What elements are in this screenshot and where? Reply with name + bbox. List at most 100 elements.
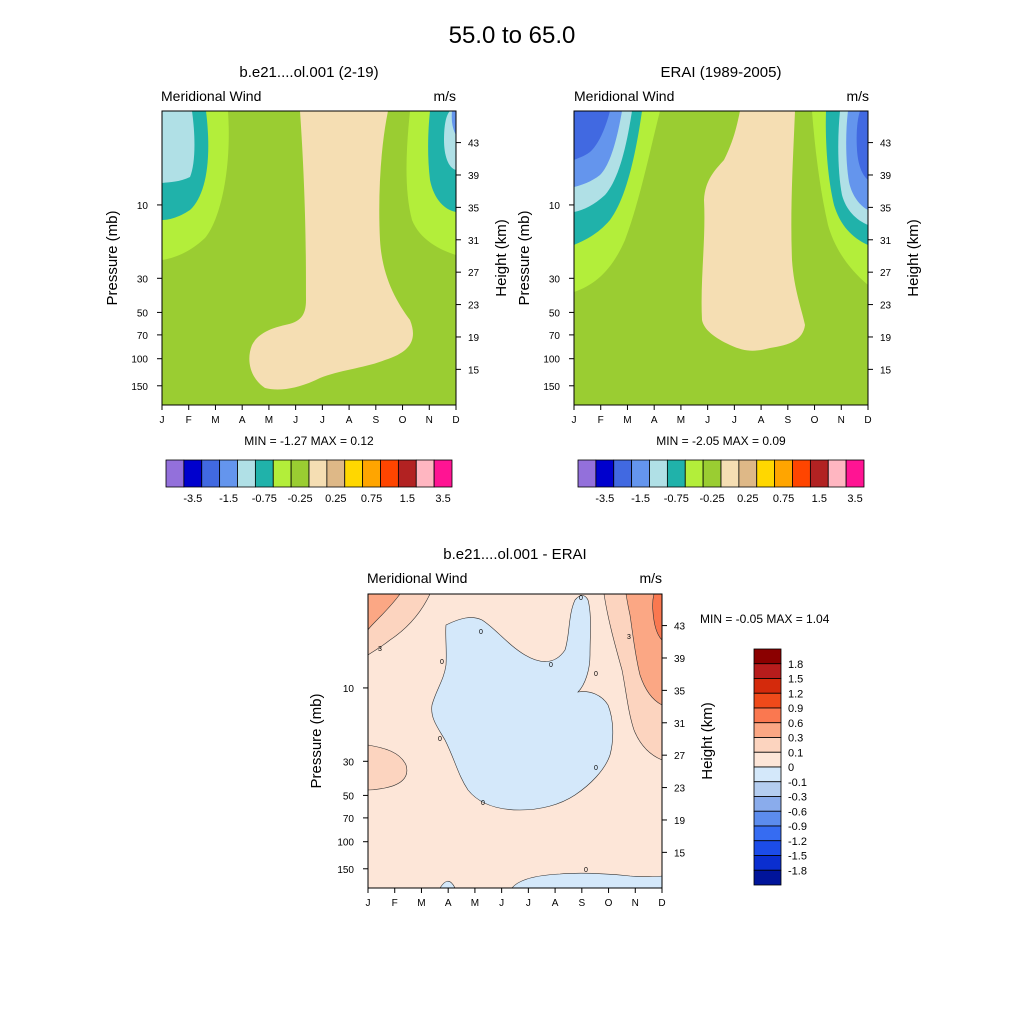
colorbar-swatch — [183, 459, 203, 488]
contour-fill-level-4 — [162, 111, 195, 183]
contour-fill-level-8 — [249, 111, 413, 390]
pressure-tick-label: 150 — [543, 382, 560, 393]
contour-fill-level-6 — [367, 744, 408, 791]
colorbar-label: 0.25 — [737, 493, 758, 505]
colorbar-label: 3.5 — [435, 493, 450, 505]
pressure-tick-label: 10 — [549, 201, 561, 212]
plot-frame — [573, 110, 869, 406]
height-tick-label: 35 — [880, 203, 892, 214]
pressure-tick-label: 70 — [549, 331, 561, 342]
colorbar-swatch — [827, 459, 847, 488]
colorbar-swatch — [753, 737, 782, 753]
colorbar-swatch — [577, 459, 597, 488]
y-axes: 10 30 50 70 100 150 43 39 35 31 27 23 19 15 — [131, 139, 479, 393]
variable-label: Meridional Wind — [367, 570, 467, 586]
min-max-label: MIN = -1.27 MAX = 0.12 — [244, 434, 374, 448]
y-axis-right-title: Height (km) — [493, 219, 510, 297]
variable-label: Meridional Wind — [574, 88, 674, 104]
colorbar-label: 0.1 — [788, 747, 803, 759]
contour-fill-level-5 — [625, 593, 663, 706]
pressure-tick-label: 100 — [337, 838, 354, 849]
x-tick-label: N — [838, 415, 845, 426]
colorbar-swatch — [774, 459, 793, 488]
height-tick-label: 31 — [674, 719, 686, 730]
colorbar-swatch — [809, 459, 829, 488]
colorbar-label: 0.75 — [361, 493, 382, 505]
x-tick-label: M — [265, 415, 273, 426]
contour-plot — [573, 110, 869, 406]
panel-diff: b.e21....ol.001 - ERAI Meridional Wind m… — [308, 546, 830, 909]
x-tick-label: J — [705, 415, 710, 426]
y-axis-title: Pressure (mb) — [104, 210, 121, 305]
height-tick-label: 15 — [468, 365, 480, 376]
x-tick-label: A — [651, 415, 658, 426]
colorbar-label: 1.5 — [788, 674, 803, 686]
colorbar-swatch — [201, 459, 221, 488]
x-tick-label: J — [366, 898, 371, 909]
panel-title: b.e21....ol.001 - ERAI — [443, 546, 586, 563]
y-axis-right-title: Height (km) — [905, 219, 922, 297]
height-tick-label: 27 — [880, 268, 892, 279]
pressure-tick-label: 70 — [137, 331, 149, 342]
contour-labels: 0 0 0 0 0 0 0 0 0 3 3 — [378, 595, 631, 874]
colorbar-swatch — [308, 459, 328, 488]
colorbar-swatch — [433, 459, 453, 488]
pressure-tick-label: 50 — [549, 308, 561, 319]
colorbar-label: 0.25 — [325, 493, 346, 505]
x-tick-label: S — [578, 898, 585, 909]
colorbar-label: -0.75 — [252, 493, 277, 505]
x-tick-label: N — [632, 898, 639, 909]
units-label: m/s — [639, 570, 662, 586]
colorbar-swatch — [290, 459, 310, 488]
contour-label: 0 — [440, 659, 444, 666]
contour-fill-level-8 — [511, 872, 663, 889]
x-tick-label: J — [526, 898, 531, 909]
pressure-tick-label: 10 — [343, 684, 355, 695]
colorbar-swatch — [415, 459, 435, 488]
plot-frame — [367, 593, 663, 889]
height-tick-label: 15 — [880, 365, 892, 376]
pressure-tick-label: 30 — [549, 274, 561, 285]
contour-fill-level-5 — [367, 593, 401, 631]
colorbar-label: 3.5 — [847, 493, 862, 505]
colorbar-swatch — [272, 459, 292, 488]
colorbar-label: 0 — [788, 762, 794, 774]
colorbar-swatch — [756, 459, 776, 488]
height-tick-label: 31 — [468, 236, 480, 247]
panel-model: b.e21....ol.001 (2-19) Meridional Wind m… — [104, 64, 510, 505]
colorbar: 1.8 1.5 1.2 0.9 0.6 0.3 0.1 0 -0.1 -0.3 -0.6 -0.9 -1… — [753, 648, 807, 886]
colorbar-label: -0.9 — [788, 821, 807, 833]
colorbar-swatch — [720, 459, 740, 488]
colorbar-swatch — [753, 678, 782, 694]
height-tick-label: 39 — [468, 171, 480, 182]
colorbar-swatch — [631, 459, 650, 488]
contour-label: 3 — [378, 646, 382, 653]
colorbar-swatch — [753, 722, 782, 738]
variable-label: Meridional Wind — [161, 88, 261, 104]
colorbar-swatch — [753, 869, 782, 886]
colorbar-label: -0.1 — [788, 777, 807, 789]
y-axes: 10 30 50 70 100 150 43 39 35 31 27 23 19 15 — [543, 139, 891, 393]
colorbar-swatch — [753, 663, 782, 679]
x-tick-label: A — [346, 415, 353, 426]
colorbar-swatch — [753, 707, 782, 724]
contour-plot — [367, 593, 663, 889]
colorbar-label: -0.25 — [288, 493, 313, 505]
y-axis-right-title: Height (km) — [699, 702, 716, 780]
figure-title: 55.0 to 65.0 — [449, 22, 576, 49]
colorbar-swatch — [254, 459, 274, 488]
x-tick-label: J — [320, 415, 325, 426]
height-tick-label: 43 — [674, 622, 686, 633]
contour-fill-level-8 — [431, 595, 614, 811]
colorbar-swatch — [753, 692, 782, 709]
contour-fill-level-2 — [574, 111, 610, 160]
height-tick-label: 43 — [468, 139, 480, 150]
height-tick-label: 23 — [468, 301, 480, 312]
x-tick-label: M — [623, 415, 631, 426]
contour-label: 0 — [579, 595, 583, 602]
x-tick-label: J — [732, 415, 737, 426]
x-tick-label: A — [758, 415, 765, 426]
colorbar-swatch — [649, 459, 668, 488]
